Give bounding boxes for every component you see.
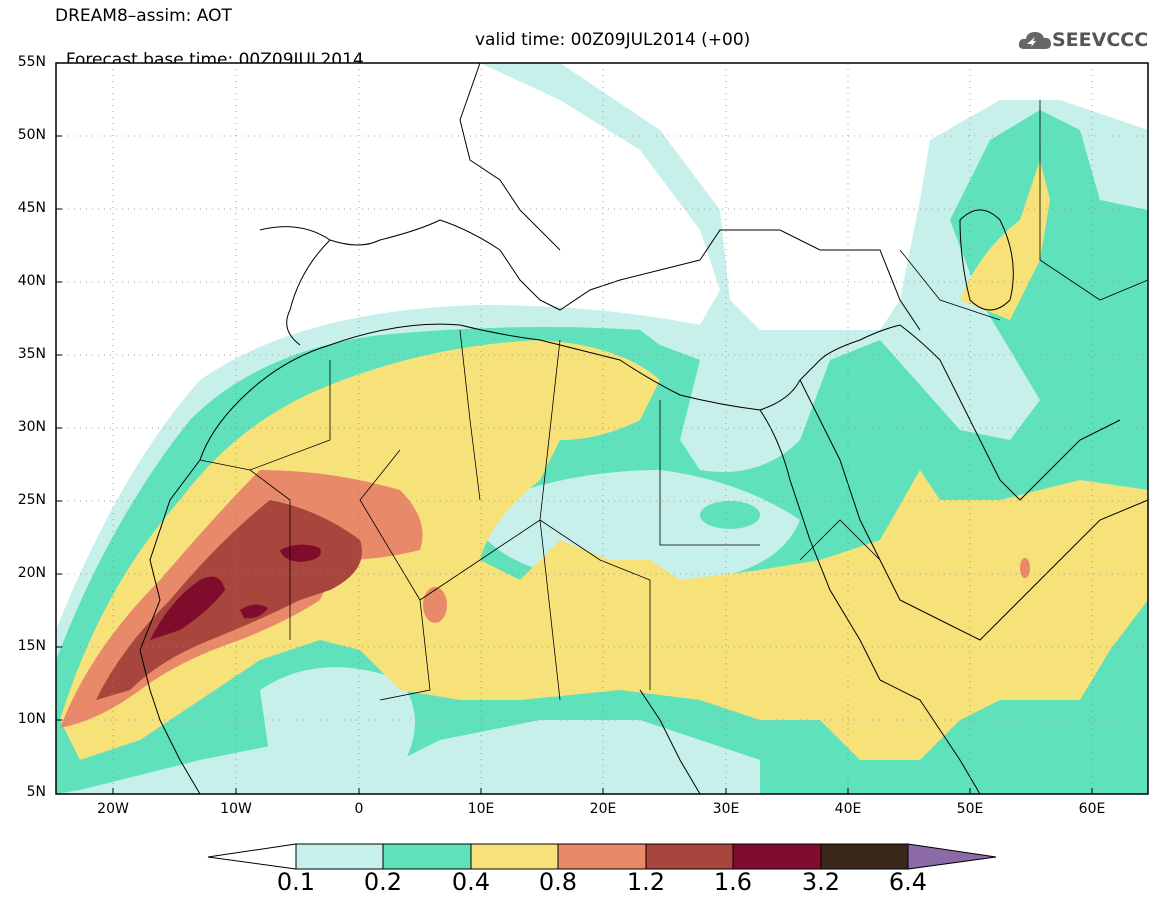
lon-label: 0: [354, 801, 364, 817]
country-borders: [199, 100, 1148, 701]
aot-patch-oman: [1020, 558, 1030, 578]
lon-label: 20W: [97, 801, 129, 817]
colorbar-label: 1.6: [713, 868, 753, 896]
lon-label: 20E: [589, 801, 617, 817]
lat-label: 25N: [17, 492, 46, 508]
axis-ticks: [56, 135, 1093, 794]
logo-text: SEEVCCC: [1052, 29, 1149, 51]
lon-label: 30E: [712, 801, 740, 817]
lat-label: 15N: [17, 638, 46, 654]
lat-label: 40N: [17, 273, 46, 289]
aot-contour-0-4-asia: [960, 160, 1050, 320]
lon-label: 10W: [220, 801, 252, 817]
colorbar-label: 0.2: [363, 868, 403, 896]
colorbar-bin-5: [645, 843, 734, 870]
lat-label: 10N: [17, 711, 46, 727]
lat-label: 30N: [17, 419, 46, 435]
lon-label: 10E: [467, 801, 495, 817]
aot-field: [56, 63, 1148, 794]
colorbar-bin-1: [295, 843, 384, 870]
seevccc-cloud-logo-icon: [1018, 32, 1051, 49]
colorbar-bin-7: [820, 843, 909, 870]
colorbar: [207, 843, 997, 870]
lat-label: 35N: [17, 346, 46, 362]
colorbar-label: 6.4: [888, 868, 928, 896]
lat-label: 55N: [17, 54, 46, 70]
colorbar-label: 0.1: [276, 868, 316, 896]
coastlines: [139, 63, 1148, 794]
lat-label: 20N: [17, 565, 46, 581]
aot-contour-0-4: [60, 340, 1148, 760]
colorbar-label: 0.8: [538, 868, 578, 896]
lat-label: 50N: [17, 127, 46, 143]
colorbar-label: 3.2: [801, 868, 841, 896]
lat-label: 45N: [17, 200, 46, 216]
aot-contour-1-6: [150, 576, 225, 640]
lat-label: 5N: [26, 784, 46, 800]
lon-label: 50E: [956, 801, 984, 817]
colorbar-bin-3: [470, 843, 559, 870]
colorbar-over-arrow: [907, 843, 997, 870]
colorbar-bin-4: [557, 843, 647, 870]
map-title: DREAM8–assim: AOT: [55, 6, 232, 26]
colorbar-bin-2: [382, 843, 472, 870]
aot-contour-1-6-c: [240, 604, 268, 619]
aot-patch-east: [700, 501, 760, 529]
lon-label: 40E: [834, 801, 862, 817]
aot-contour-0-1-patch-2: [260, 667, 415, 774]
colorbar-under-arrow: [207, 843, 297, 870]
colorbar-label: 0.4: [451, 868, 491, 896]
map-gridlines: [56, 63, 1148, 794]
colorbar-bin-6: [732, 843, 822, 870]
aot-patch-libya: [423, 587, 447, 623]
lon-label: 60E: [1078, 801, 1106, 817]
colorbar-label: 1.2: [626, 868, 666, 896]
valid-time-text: valid time: 00Z09JUL2014 (+00): [475, 30, 751, 50]
